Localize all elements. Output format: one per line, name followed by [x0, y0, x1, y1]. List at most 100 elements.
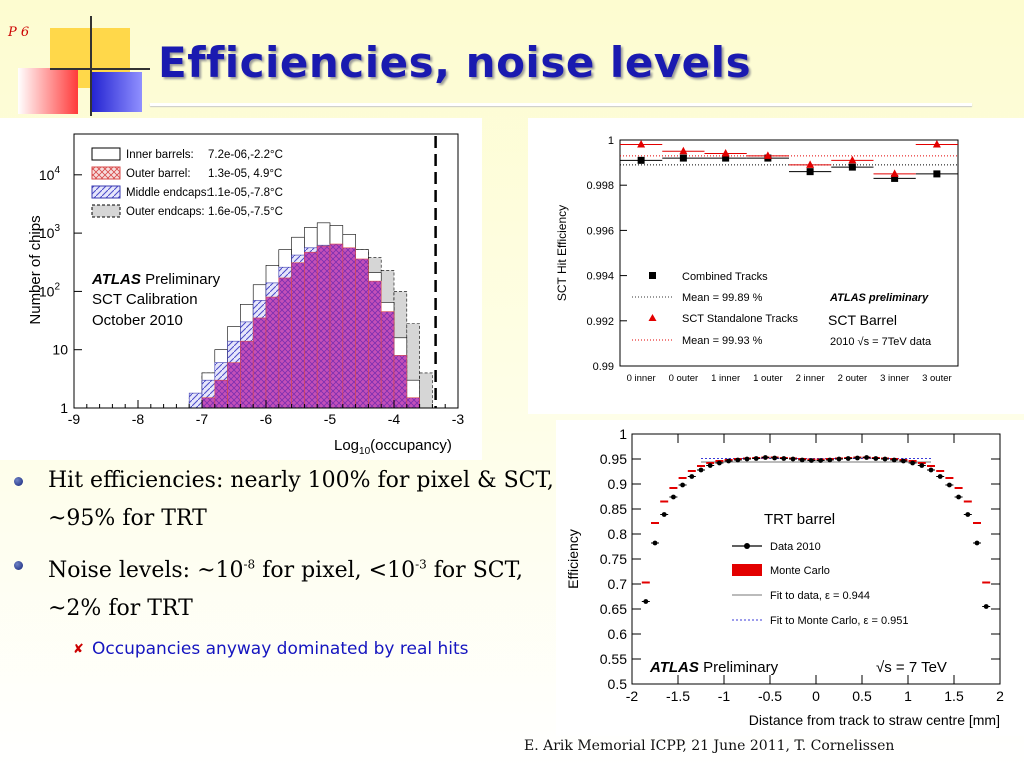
trt-data-point — [661, 512, 667, 517]
noise-annotation-line2: SCT Calibration — [92, 291, 198, 308]
trt-data-point — [707, 463, 713, 468]
trt-y-ticks: 0.5 0.55 0.6 0.65 0.7 0.75 0.8 0.85 0.9 0.95 1 — [600, 426, 1000, 692]
legend-swatch-outer-barrel — [91, 166, 121, 180]
trt-data-point — [827, 457, 833, 463]
noise-bar-outer-barrel — [252, 317, 267, 409]
trt-x-tick-label: 2 — [996, 688, 1004, 704]
legend-mean-combined: Mean = 99.89 % — [682, 292, 763, 304]
trt-mc-point — [706, 462, 715, 464]
trt-data-point — [983, 604, 989, 609]
noise-bar-outer-barrel — [380, 311, 395, 409]
noise-bar-outer-barrel — [265, 296, 280, 409]
sct-category-label: 3 outer — [922, 373, 952, 384]
trt-mc-point — [687, 470, 696, 472]
legend-name-outer-endcaps: Outer endcaps: — [126, 206, 205, 218]
bullet-dot-icon — [14, 477, 23, 486]
trt-mc-point — [917, 462, 926, 464]
trt-energy-label: √s = 7 TeV — [876, 659, 947, 676]
cross-bullet-icon: ✘ — [73, 642, 84, 658]
trt-data-point — [652, 540, 658, 546]
sct-title: SCT Barrel — [828, 312, 897, 328]
sct-legend: Combined Tracks Mean = 99.89 % SCT Stand… — [632, 271, 798, 347]
bullet-efficiencies: Hit efficiencies: nearly 100% for pixel … — [14, 462, 554, 538]
sct-mean-lines — [620, 155, 958, 166]
noise-bar-outer-barrel — [304, 251, 318, 409]
legend-fit-mc-label: Fit to Monte Carlo, ε = 0.951 — [770, 615, 909, 627]
trt-data-point — [809, 458, 814, 463]
trt-x-tick-label: -1 — [718, 688, 731, 704]
title-rule — [150, 103, 972, 106]
legend-value-outer-endcaps: 1.6e-05,-7.5°C — [208, 206, 283, 218]
sct-point-combined — [722, 154, 730, 162]
trt-data-point — [698, 467, 704, 473]
legend-swatch-middle-endcaps — [91, 185, 121, 199]
noise-bar-middle-endcaps — [188, 392, 203, 409]
noise-bar-outer-barrel — [278, 277, 292, 409]
trt-y-tick-label: 0.6 — [608, 626, 628, 642]
noise-occupancy-histogram: -9 -8 -7 -6 -5 -4 -3 1 10 102 103 104 Number of ch… — [27, 133, 464, 457]
sct-efficiency-panel: 0.99 0.992 0.994 0.996 0.998 1 0 inner 0 outer… — [528, 118, 1024, 414]
sct-category-label: 0 outer — [669, 373, 699, 384]
trt-x-tick-label: -1.5 — [666, 688, 690, 704]
legend-fit-data-label: Fit to data, ε = 0.944 — [770, 590, 870, 602]
trt-data-point — [717, 460, 722, 466]
trt-legend: Data 2010 Monte Carlo Fit to data, ε = 0… — [732, 541, 909, 627]
trt-mc-point — [697, 465, 705, 467]
noise-y-tick-label: 103 — [39, 223, 61, 241]
sct-point-standalone — [679, 146, 688, 155]
sct-y-tick-label: 0.99 — [593, 361, 614, 373]
trt-efficiency-chart: 0.50.550.60.650.70.750.80.850.90.951 -2-… — [565, 426, 1004, 728]
sct-category-label: 1 outer — [753, 373, 783, 384]
trt-x-axis-label: Distance from track to straw centre [mm] — [749, 712, 1000, 728]
trt-data-point — [873, 456, 879, 461]
deco-red-square — [18, 68, 78, 114]
noise-x-tick-label: -7 — [196, 411, 209, 427]
legend-name-outer-barrel: Outer barrel: — [126, 168, 191, 180]
sct-hit-efficiency-chart: 0.99 0.992 0.994 0.996 0.998 1 0 inner 0 outer… — [555, 135, 959, 384]
trt-y-axis-label: Efficiency — [565, 529, 581, 589]
legend-mc-label: Monte Carlo — [770, 565, 830, 577]
trt-x-tick-label: -0.5 — [758, 688, 782, 704]
sct-data-label: 2010 √s = 7TeV data — [830, 336, 932, 348]
sct-y-tick-label: 1 — [608, 135, 614, 147]
trt-x-tick-label: 0.5 — [852, 688, 872, 704]
sct-plot-frame — [619, 139, 959, 367]
legend-value-inner-barrels: 7.2e-06,-2.2°C — [208, 149, 283, 161]
sct-point-combined — [679, 154, 687, 162]
noise-x-tick-label: -4 — [388, 411, 401, 427]
trt-x-tick-label: 1.5 — [944, 688, 964, 704]
bullet-noise: Noise levels: ~10-8 for pixel, <10-3 for… — [14, 546, 554, 628]
trt-mc-point — [669, 487, 678, 489]
trt-data-point — [956, 494, 961, 500]
trt-y-tick-label: 0.55 — [600, 651, 627, 667]
trt-data-point — [891, 457, 897, 463]
sct-point-standalone — [890, 169, 899, 177]
trt-data-point — [855, 455, 860, 461]
noise-bar-outer-barrel — [368, 280, 382, 409]
trt-x-tick-label: 0 — [812, 688, 820, 704]
legend-value-outer-barrel: 1.3e-05, 4.9°C — [208, 168, 282, 180]
noise-histogram-bars — [188, 222, 433, 409]
noise-occupancy-panel: -9 -8 -7 -6 -5 -4 -3 1 10 102 103 104 Number of ch… — [0, 118, 482, 460]
trt-plot-frame — [631, 433, 1001, 685]
noise-bar-outer-barrel — [355, 258, 369, 409]
trt-data-point — [910, 460, 915, 466]
sct-y-axis-label: SCT Hit Efficiency — [555, 205, 569, 301]
sct-data-points — [620, 140, 958, 182]
trt-mc-point — [927, 465, 935, 467]
noise-x-tick-label: -6 — [260, 411, 273, 427]
trt-mc-point — [641, 581, 650, 584]
trt-data-point — [726, 458, 731, 464]
sct-point-standalone — [763, 151, 772, 159]
trt-atlas-label: ATLAS Preliminary — [649, 659, 779, 676]
noise-atlas-label: ATLAS Preliminary — [91, 271, 221, 288]
legend-marker-combined — [649, 272, 656, 279]
noise-bar-outer-barrel — [201, 397, 216, 409]
noise-y-tick-label: 102 — [39, 281, 61, 299]
noise-bar-outer-barrel — [291, 262, 305, 409]
trt-y-tick-label: 0.75 — [600, 551, 627, 567]
bullet-dot-icon — [14, 561, 23, 570]
legend-swatch-inner-barrels — [91, 147, 121, 161]
trt-x-tick-label: 1 — [904, 688, 912, 704]
sct-y-tick-label: 0.992 — [586, 316, 614, 328]
